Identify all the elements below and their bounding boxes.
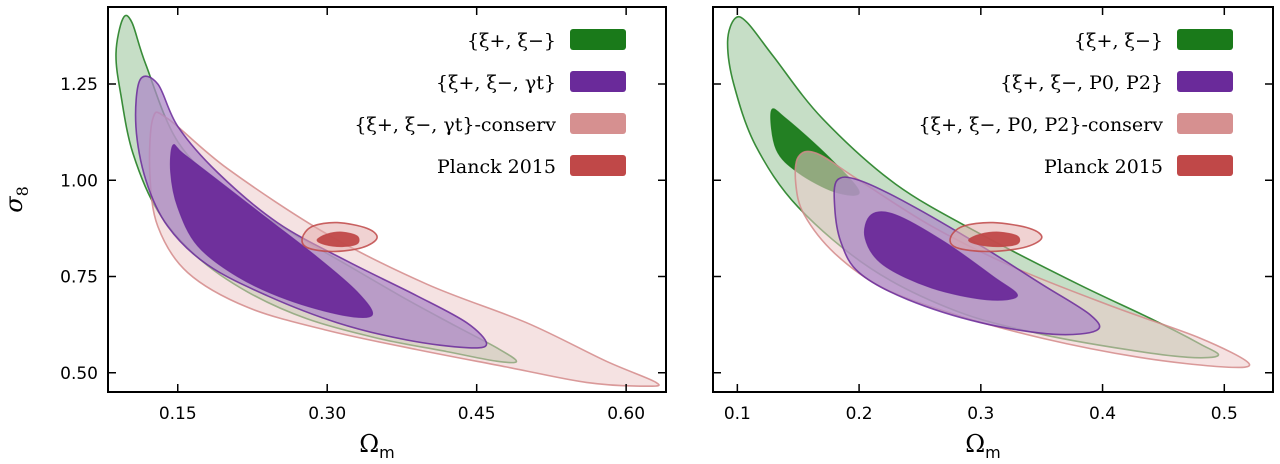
x-tick-label: 0.45	[458, 404, 496, 424]
axes-frame	[712, 6, 1274, 393]
legend-label: Planck 2015	[1044, 156, 1163, 178]
x-axis-label: Ωm	[965, 430, 1001, 462]
y-tick-label: 1.25	[60, 75, 98, 95]
x-tick-label: 0.60	[607, 404, 645, 424]
x-tick-label: 0.4	[1089, 404, 1116, 424]
y-tick-label: 0.50	[60, 364, 98, 384]
y-tick-label: 1.00	[60, 171, 98, 191]
y-tick-label: 0.75	[60, 268, 98, 288]
legend-label: {ξ+, ξ−, γt}	[436, 72, 556, 94]
plot-area	[115, 14, 660, 388]
x-tick-label: 0.15	[159, 404, 197, 424]
x-tick-label: 0.5	[1211, 404, 1238, 424]
contour-4-68pct	[316, 231, 360, 248]
legend-swatch	[1177, 71, 1233, 92]
x-tick-label: 0.3	[967, 404, 994, 424]
chart-panel-2: 0.1 0.2 0.3 0.4 0.5 Ωm {ξ+, ξ−} {ξ+, ξ−, P0, P2…	[712, 6, 1274, 462]
legend-swatch	[570, 113, 626, 134]
x-tick-label: 0.2	[846, 404, 873, 424]
x-axis-label: Ωm	[359, 430, 395, 462]
legend-swatch	[570, 71, 626, 92]
legend-swatch	[1177, 113, 1233, 134]
legend-swatch	[1177, 155, 1233, 176]
plot-area	[726, 15, 1251, 369]
contour-2-68pct	[169, 144, 374, 319]
axes-frame	[107, 6, 667, 393]
y-axis-label: σ8	[0, 186, 32, 213]
legend-label: {ξ+, ξ−, P0, P2}	[1000, 72, 1163, 94]
legend-swatch	[570, 155, 626, 176]
chart-panel-1: 0.15 0.30 0.45 0.60 0.50 0.75 1.00 1.25 Ωm σ8 {ξ+,…	[0, 6, 667, 462]
legend-label: {ξ+, ξ−}	[467, 30, 556, 52]
legend-label: {ξ+, ξ−, γt}-conserv	[354, 114, 556, 136]
x-tick-label: 0.1	[724, 404, 751, 424]
legend-swatch	[570, 29, 626, 50]
contour-4-68pct	[968, 231, 1021, 248]
legend-label: {ξ+, ξ−}	[1074, 30, 1163, 52]
contour-2-68pct	[863, 211, 1018, 301]
legend-label: Planck 2015	[437, 156, 556, 178]
x-tick-label: 0.30	[308, 404, 346, 424]
legend-swatch	[1177, 29, 1233, 50]
legend-label: {ξ+, ξ−, P0, P2}-conserv	[919, 114, 1164, 136]
